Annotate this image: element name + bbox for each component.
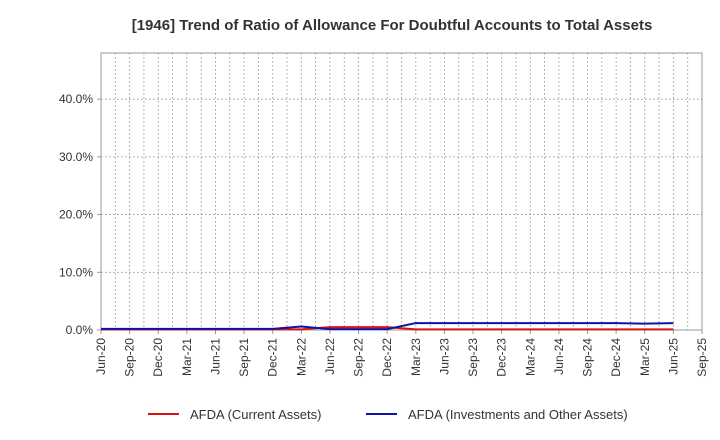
x-tick-label: Mar-25: [638, 338, 652, 376]
legend-label-1: AFDA (Current Assets): [190, 407, 321, 422]
series-line-2: [101, 322, 674, 331]
x-axis: Jun-20 Sep-20 Dec-20 Mar-21 Jun-21 Sep-21 Dec-…: [94, 330, 709, 377]
x-tick-label: Jun-23: [437, 338, 451, 375]
y-tick-label: 40.0%: [59, 92, 93, 106]
x-tick-label: Sep-20: [123, 338, 137, 377]
y-tick-label: 20.0%: [59, 208, 93, 222]
series-lines: [101, 322, 674, 331]
x-tick-label: Jun-25: [666, 338, 680, 375]
x-tick-label: Mar-22: [294, 338, 308, 376]
x-tick-label: Sep-25: [695, 338, 709, 377]
y-tick-label: 30.0%: [59, 150, 93, 164]
x-tick-label: Sep-24: [581, 338, 595, 377]
x-tick-label: Dec-20: [151, 338, 165, 377]
x-tick-label: Jun-22: [323, 338, 337, 375]
y-tick-label: 0.0%: [66, 323, 94, 337]
chart-title: [1946] Trend of Ratio of Allowance For D…: [132, 17, 653, 34]
x-tick-label: Dec-23: [495, 338, 509, 377]
x-tick-label: Dec-22: [380, 338, 394, 377]
x-tick-label: Mar-24: [523, 338, 537, 376]
x-tick-label: Jun-21: [208, 338, 222, 375]
y-axis: 0.0% 10.0% 20.0% 30.0% 40.0%: [59, 92, 101, 337]
y-tick-label: 10.0%: [59, 265, 93, 279]
x-tick-label: Dec-24: [609, 338, 623, 377]
legend: AFDA (Current Assets) AFDA (Investments a…: [148, 407, 628, 422]
x-tick-label: Dec-21: [266, 338, 280, 377]
x-tick-label: Jun-20: [94, 338, 108, 375]
x-tick-label: Sep-23: [466, 338, 480, 377]
legend-label-2: AFDA (Investments and Other Assets): [408, 407, 628, 422]
x-tick-label: Mar-23: [409, 338, 423, 376]
x-tick-label: Sep-22: [352, 338, 366, 377]
grid-lines: [101, 53, 702, 330]
x-tick-label: Mar-21: [180, 338, 194, 376]
x-tick-label: Jun-24: [552, 338, 566, 375]
plot-area-frame: [100, 52, 703, 331]
x-tick-label: Sep-21: [237, 338, 251, 377]
